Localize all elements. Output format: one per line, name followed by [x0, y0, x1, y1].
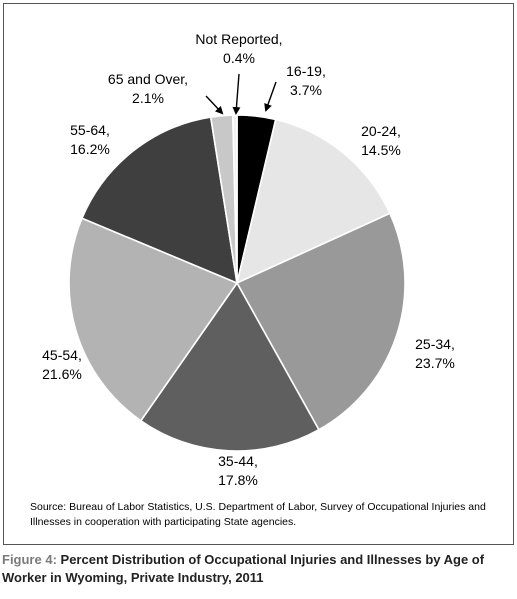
pie-slice-not-reported [231, 114, 238, 284]
label-arrows [205, 73, 277, 115]
caption-text: Percent Distribution of Occupational Inj… [2, 552, 485, 585]
figure-caption: Figure 4: Percent Distribution of Occupa… [2, 551, 514, 587]
label-arrow-not-reported [232, 73, 241, 115]
pie-slice-35-44 [139, 281, 320, 452]
pie-slice-55-64 [80, 116, 239, 285]
pie-slices [68, 114, 406, 452]
slice-labels: 16-19, 3.7% 20-24, 14.5% 25-34, 23.7% 35-44, 17… [42, 31, 455, 488]
slice-label-45-54: 45-54, 21.6% [42, 347, 82, 382]
slice-label-35-44: 35-44, 17.8% [218, 453, 258, 488]
slice-label-not-reported: Not Reported, 0.4% [195, 31, 282, 66]
label-arrow-16-19 [264, 81, 277, 112]
pie-slice-45-54 [68, 217, 239, 422]
pie-slice-20-24 [235, 118, 391, 285]
figure-label: Figure 4: [2, 552, 57, 567]
slice-label-16-19: 16-19, 3.7% [286, 63, 326, 98]
slice-label-25-34: 25-34, 23.7% [415, 336, 455, 371]
label-arrow-65-and-over [205, 95, 224, 115]
pie-chart: 16-19, 3.7% 20-24, 14.5% 25-34, 23.7% 35-44, 17… [42, 31, 455, 488]
slice-label-55-64: 55-64, 16.2% [70, 122, 110, 157]
source-note: Source: Bureau of Labor Statistics, U.S.… [30, 501, 486, 528]
pie-slice-25-34 [235, 212, 406, 431]
slice-label-65-and-over: 65 and Over, 2.1% [108, 71, 188, 106]
slice-label-20-24: 20-24, 14.5% [361, 123, 401, 158]
